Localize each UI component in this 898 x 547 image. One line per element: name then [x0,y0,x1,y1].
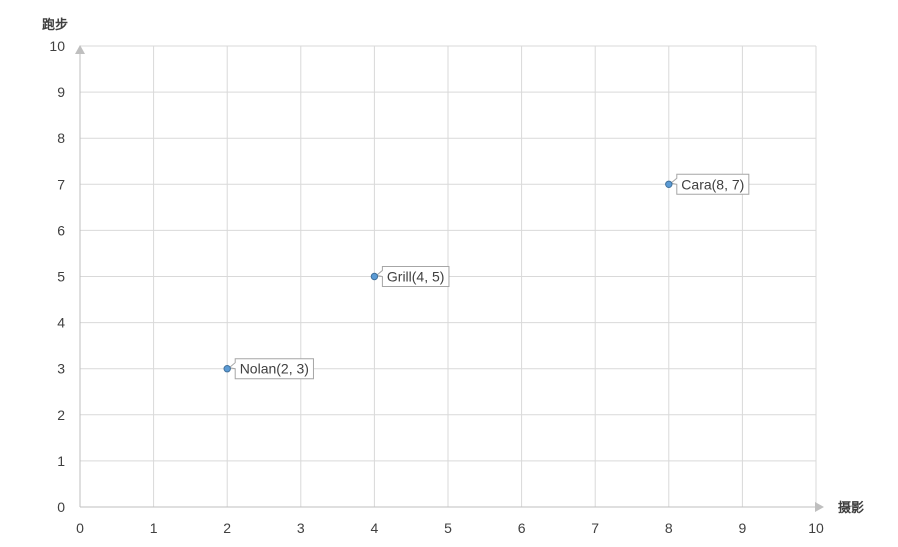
x-axis-arrow [815,502,824,512]
data-point-group: Nolan(2, 3) [223,358,314,380]
y-tick-label: 3 [57,361,65,377]
x-axis-title: 摄影 [838,500,864,516]
x-tick-label: 0 [76,520,84,536]
data-label-callout [375,266,450,287]
y-axis-arrow [75,45,85,54]
y-tick-label: 7 [57,176,65,192]
x-tick-label: 3 [297,520,305,536]
y-tick-label: 4 [57,315,65,331]
x-tick-label: 7 [591,520,599,536]
y-tick-label: 10 [49,38,65,54]
x-tick-label: 2 [223,520,231,536]
y-tick-label: 6 [57,222,65,238]
data-point-group: Cara(8, 7) [665,173,750,195]
data-point [665,180,673,189]
y-tick-label: 1 [57,453,65,469]
y-axis-title: 跑步 [42,17,68,33]
x-tick-label: 10 [808,520,824,536]
x-tick-label: 8 [665,520,673,536]
y-tick-label: 5 [57,269,65,285]
x-tick-label: 6 [518,520,526,536]
axes [75,45,824,512]
data-label: Nolan(2, 3) [240,361,309,377]
data-label: Cara(8, 7) [681,176,744,192]
data-points: Nolan(2, 3) Grill(4, 5) Cara(8, 7) [223,173,750,380]
x-tick-label: 9 [739,520,747,536]
y-tick-label: 8 [57,130,65,146]
tick-labels: 0 1 2 3 4 5 6 7 8 9 10 0 1 2 3 4 5 6 7 8 9 10 [49,38,824,536]
data-point-group: Grill(4, 5) [370,266,450,287]
data-point [223,365,231,373]
x-tick-label: 4 [371,520,379,536]
grid [80,45,817,507]
data-label-callout [228,358,314,380]
data-point [370,272,379,281]
x-tick-label: 1 [150,520,158,536]
data-label-callout [669,173,750,195]
data-label: Grill(4, 5) [387,269,445,285]
y-tick-label: 2 [57,407,65,423]
x-tick-label: 5 [444,520,452,536]
y-tick-label: 9 [57,84,65,100]
y-tick-label: 0 [57,499,65,515]
